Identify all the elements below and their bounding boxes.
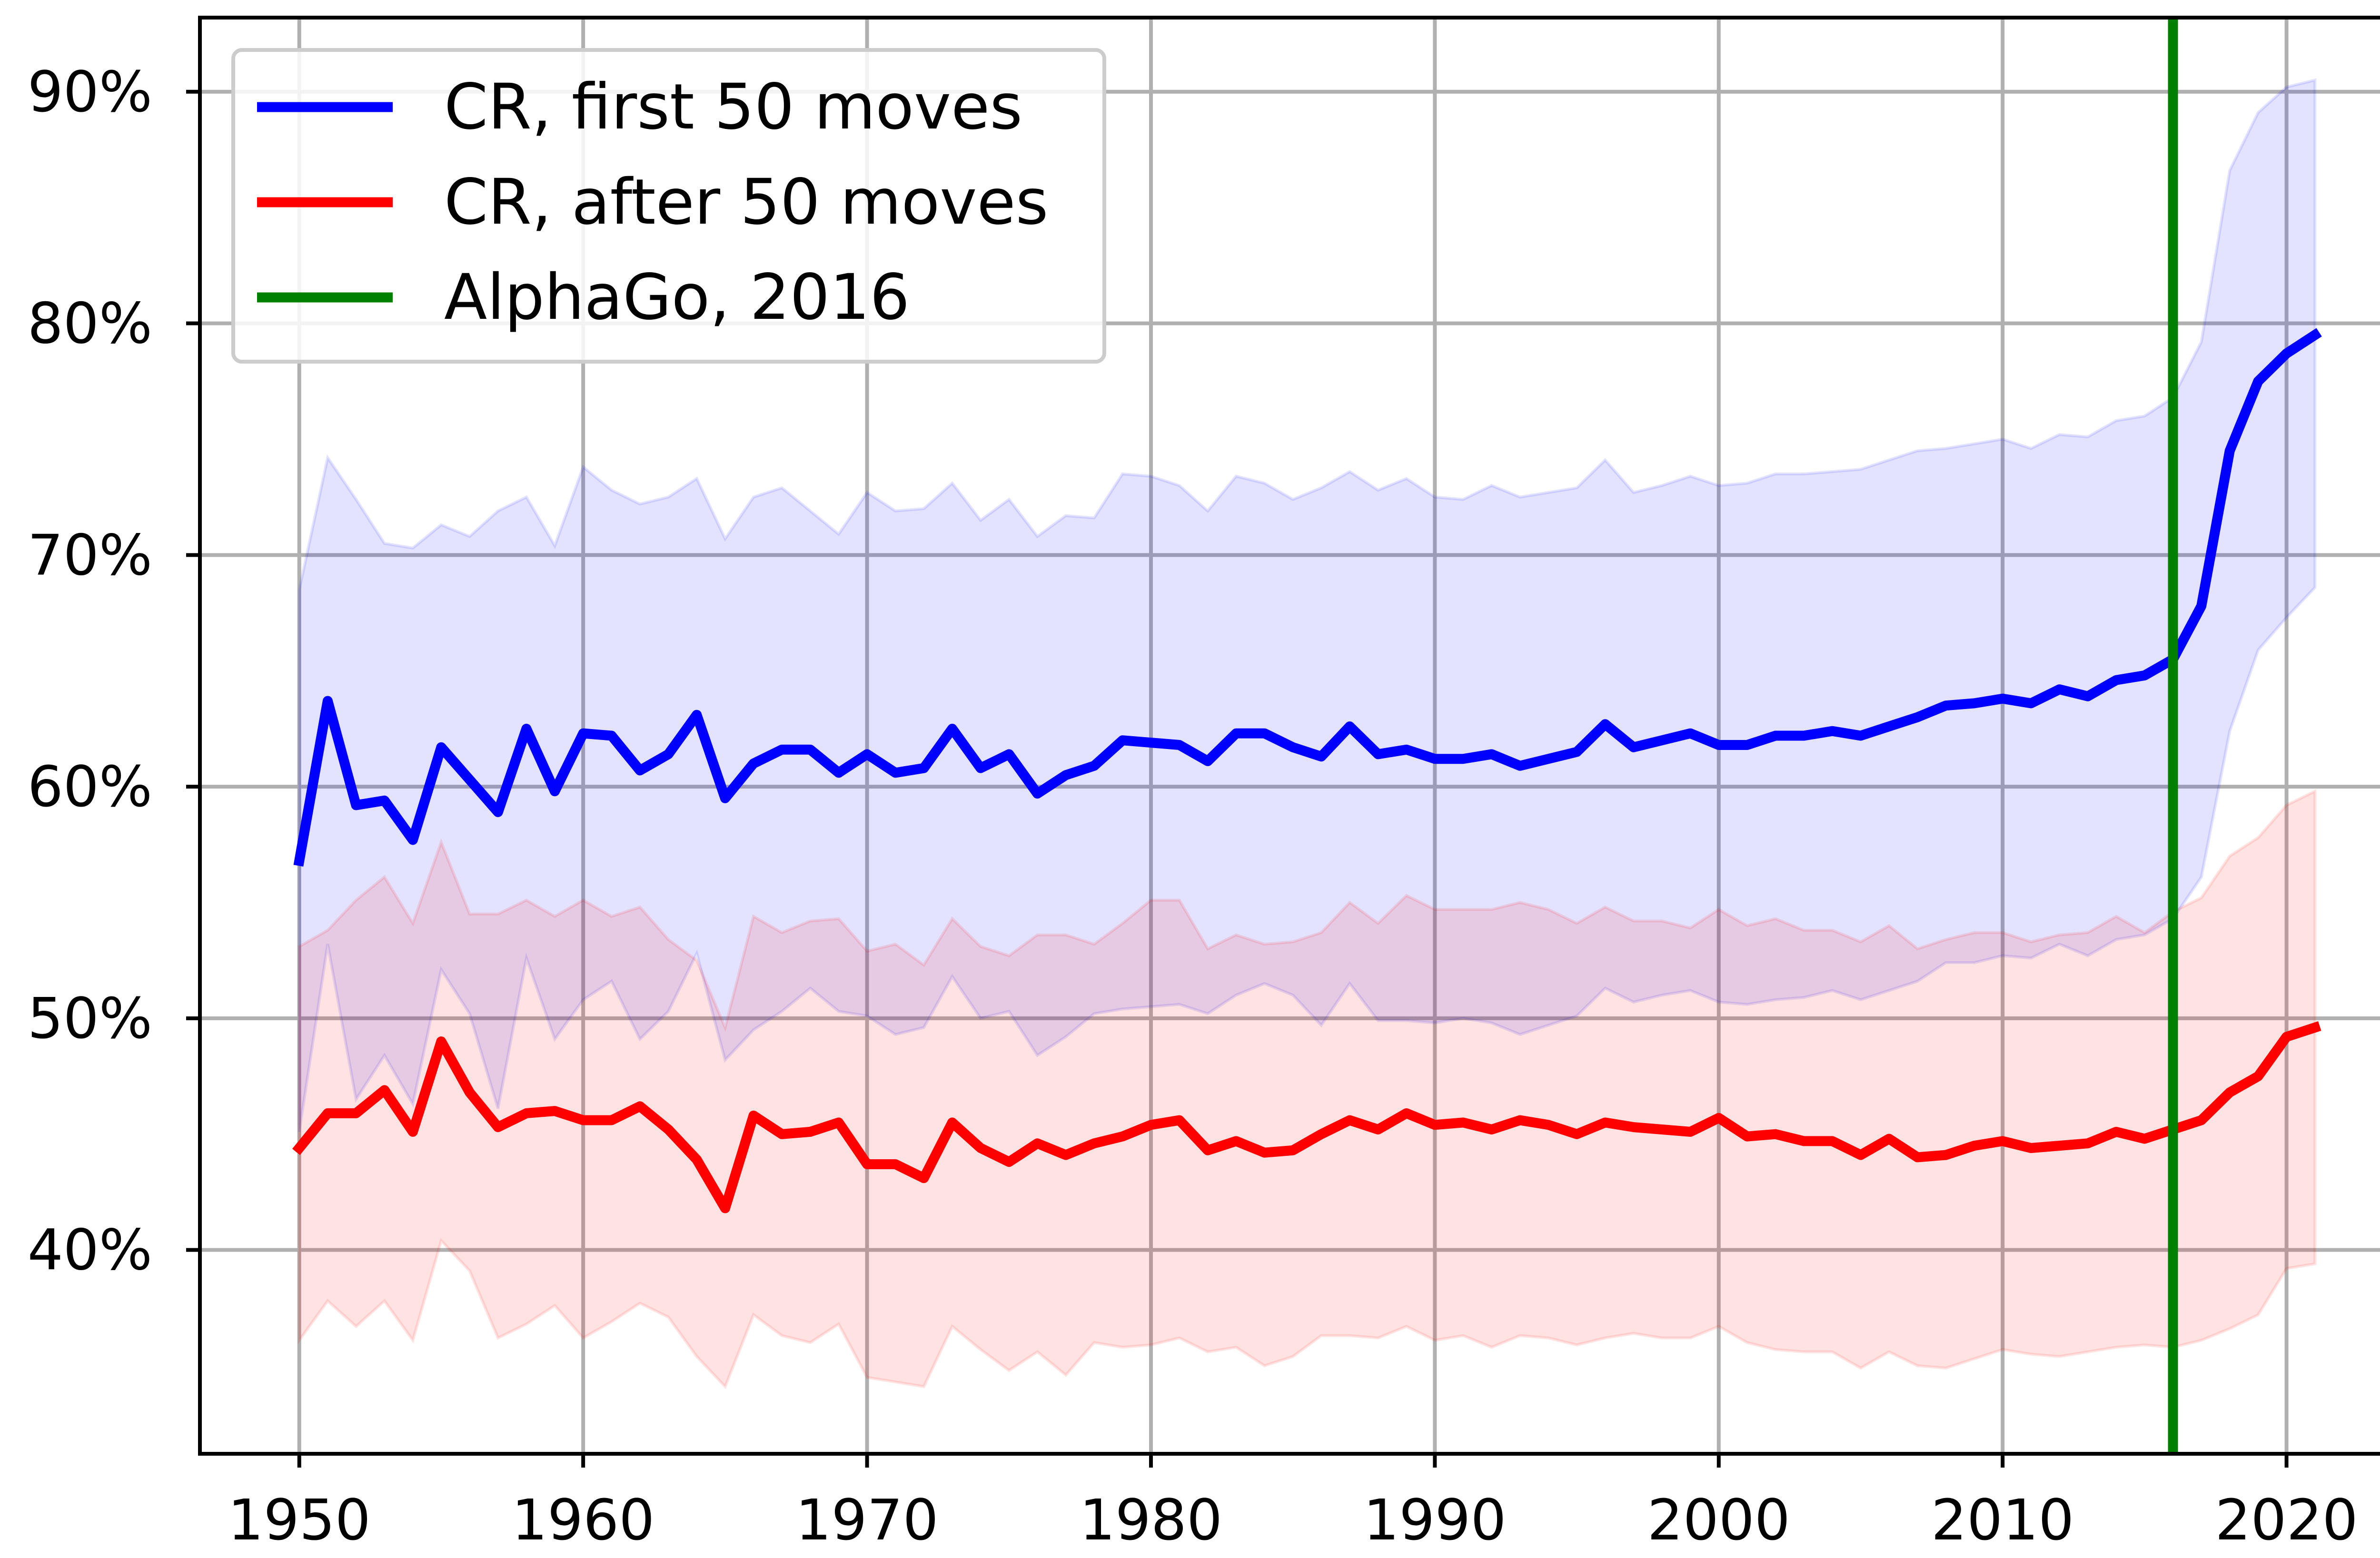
x-tick-label: 2000 <box>1647 1487 1790 1553</box>
legend-label-3: AlphaGo, 2016 <box>444 261 910 334</box>
series-band-2 <box>298 789 2317 1390</box>
x-tick-label: 2010 <box>1931 1487 2074 1553</box>
y-tick-label: 40% <box>28 1217 152 1283</box>
y-tick-label: 60% <box>28 754 152 819</box>
legend-label-2: CR, after 50 moves <box>444 166 1048 239</box>
legend-box <box>231 48 1106 364</box>
series-line-1 <box>293 328 2322 867</box>
x-tick-label: 1980 <box>1080 1487 1222 1553</box>
y-tick-label: 90% <box>28 59 152 125</box>
series-line-2 <box>292 1021 2321 1213</box>
x-tick-label: 1990 <box>1363 1487 1506 1553</box>
x-axis-ticks: 1950 1960 1970 1980 1990 2000 2010 2020 <box>228 1454 2358 1553</box>
confidence-bands <box>298 78 2317 1390</box>
x-tick-label: 1960 <box>512 1487 654 1553</box>
series-lines <box>292 328 2322 1213</box>
x-tick-label: 1970 <box>795 1487 938 1553</box>
x-tick-label: 1950 <box>228 1487 371 1553</box>
x-tick-label: 2020 <box>2215 1487 2358 1553</box>
legend-label-1: CR, first 50 moves <box>444 70 1022 144</box>
y-tick-label: 80% <box>28 291 152 356</box>
plot-frame <box>198 16 2380 1456</box>
series-band-1 <box>298 78 2317 1132</box>
axes <box>198 16 2380 1456</box>
legend: CR, first 50 moves CR, after 50 moves Alph… <box>231 48 1106 364</box>
y-tick-label: 70% <box>28 522 152 588</box>
y-tick-label: 50% <box>28 986 152 1051</box>
y-axis-ticks: 40% 50% 60% 70% 80% 90% <box>28 59 200 1283</box>
